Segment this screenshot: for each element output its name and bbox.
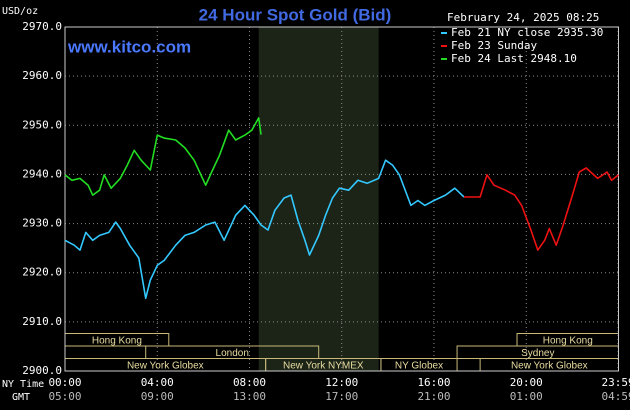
session-label: New York Globex	[511, 360, 588, 371]
x2-axis-label: GMT	[12, 392, 30, 403]
chart-title: 24 Hour Spot Gold (Bid)	[199, 5, 392, 24]
plot-frame	[64, 26, 619, 372]
session-label: NY Globex	[395, 360, 443, 371]
session-label: New York NYMEX	[283, 360, 364, 371]
x-tick-label: 16:00	[417, 376, 450, 389]
site-label: www.kitco.com	[67, 37, 191, 56]
x2-tick-label: 01:00	[510, 390, 543, 403]
x2-tick-label: 04:59	[601, 390, 630, 403]
session-label: London	[216, 348, 249, 359]
legend-label: Feb 23 Sunday	[451, 39, 537, 52]
y-tick-label: 2910.0	[22, 315, 62, 328]
y-axis-label: USD/oz	[2, 6, 38, 17]
y-tick-label: 2940.0	[22, 167, 62, 180]
session-label: Hong Kong	[543, 335, 593, 346]
legend-label: Feb 24 Last 2948.10	[451, 52, 577, 65]
timestamp: February 24, 2025 08:25	[447, 11, 599, 24]
legend-label: Feb 21 NY close 2935.30	[451, 26, 603, 39]
x-tick-label: 08:00	[233, 376, 266, 389]
x-tick-label: 04:00	[141, 376, 174, 389]
price-line	[464, 167, 619, 251]
x2-tick-label: 13:00	[233, 390, 266, 403]
y-tick-label: 2930.0	[22, 217, 62, 230]
x2-tick-label: 09:00	[141, 390, 174, 403]
x-tick-label: 20:00	[510, 376, 543, 389]
x-tick-label: 12:00	[325, 376, 358, 389]
session-label: New York Globex	[127, 360, 204, 371]
x2-tick-label: 21:00	[417, 390, 450, 403]
y-tick-label: 2960.0	[22, 69, 62, 82]
x2-tick-label: 05:00	[48, 390, 81, 403]
y-tick-label: 2920.0	[22, 266, 62, 279]
y-tick-label: 2900.0	[22, 364, 62, 377]
price-line	[64, 117, 262, 196]
y-tick-label: 2950.0	[22, 118, 62, 131]
price-line	[64, 159, 465, 300]
x-tick-label: 23:59	[601, 376, 630, 389]
session-label: Sydney	[521, 348, 554, 359]
session-label: Hong Kong	[92, 335, 142, 346]
shaded-range	[258, 27, 379, 371]
x2-tick-label: 17:00	[325, 390, 358, 403]
x-axis-label: NY Time	[2, 379, 44, 390]
x-tick-label: 00:00	[48, 376, 81, 389]
y-tick-label: 2970.0	[22, 20, 62, 33]
